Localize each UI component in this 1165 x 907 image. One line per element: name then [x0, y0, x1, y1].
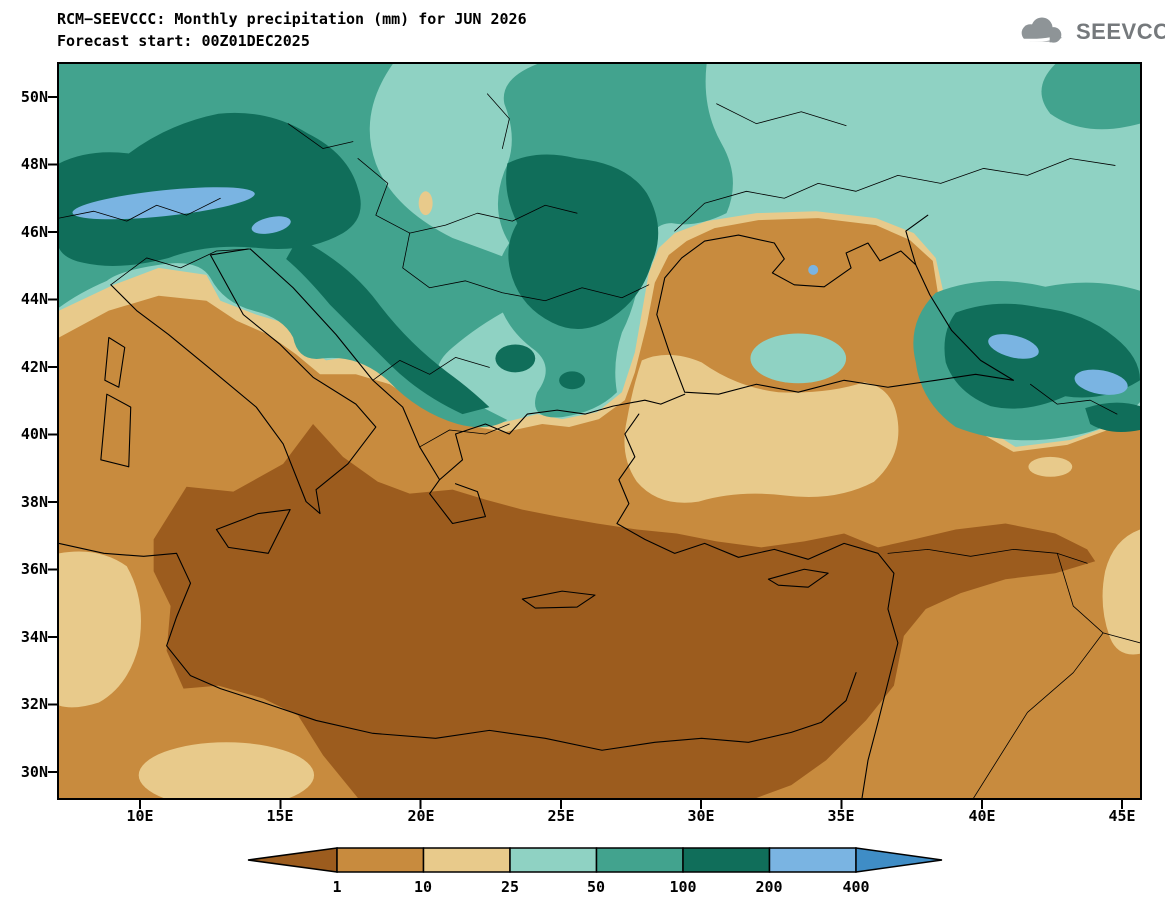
colorbar-label: 400	[842, 878, 870, 896]
border-line	[973, 632, 1104, 798]
precip-region-200-400-caucasus-spot	[988, 334, 1039, 359]
country-borders	[59, 93, 1140, 798]
cloud-logo-icon	[1015, 17, 1063, 43]
lat-label: 46N	[20, 223, 48, 241]
coastline-cyprus	[767, 568, 829, 588]
precip-region-10-25-anatolia	[624, 354, 899, 503]
lat-label: 44N	[20, 290, 48, 308]
colorbar-segment	[336, 847, 425, 873]
lat-label: 30N	[20, 763, 48, 781]
colorbar-segment	[768, 847, 857, 873]
precip-region-200-400-alps-streak2	[251, 216, 291, 234]
precip-region-100-200-balkan-spot	[495, 344, 536, 373]
colorbar-segment	[509, 847, 598, 873]
map-subtitle: Forecast start: 00Z01DEC2025	[57, 32, 310, 50]
coastlines	[59, 214, 1015, 798]
lat-label: 50N	[20, 88, 48, 106]
precip-region-10-25-west-edge	[59, 551, 141, 708]
logo-text: SEEVCCC	[1076, 19, 1165, 44]
colorbar	[247, 847, 943, 873]
border-line	[716, 103, 847, 127]
lon-label: 40E	[968, 807, 996, 825]
precip-region-10-25-armenia-spot	[1028, 456, 1073, 477]
coastline-black-sea	[656, 214, 1015, 395]
border-line	[674, 158, 1116, 232]
border-line	[402, 232, 650, 302]
border-line	[372, 357, 490, 381]
precip-region-100-200-caucasus2	[1085, 402, 1140, 432]
border-line	[887, 548, 1088, 564]
colorbar-label: 100	[669, 878, 697, 896]
lat-label: 40N	[20, 425, 48, 443]
colorbar-label: 1	[332, 878, 342, 896]
title-block: RCM−SEEVCCC: Monthly precipitation (mm) …	[57, 8, 527, 52]
border-line	[287, 123, 354, 149]
lon-label: 10E	[126, 807, 154, 825]
border-line	[59, 197, 221, 222]
lon-label: 30E	[687, 807, 715, 825]
colorbar-segment	[595, 847, 684, 873]
map-title: RCM−SEEVCCC: Monthly precipitation (mm) …	[57, 10, 527, 28]
border-line	[1030, 383, 1118, 415]
lon-label: 15E	[266, 807, 294, 825]
lat-label: 32N	[20, 695, 48, 713]
border-line	[1056, 552, 1140, 644]
precip-region-100-200-carpathian	[506, 154, 659, 329]
border-line	[110, 248, 251, 286]
precip-region-10-25-libya	[138, 742, 315, 798]
lon-label: 45E	[1108, 807, 1136, 825]
seevccc-logo: SEEVCCC	[1012, 14, 1165, 50]
lat-label: 34N	[20, 628, 48, 646]
coastline-north-africa	[59, 542, 857, 751]
map-frame	[57, 62, 1142, 800]
colorbar-label: 25	[500, 878, 520, 896]
precip-region-200-400-crimea-dot	[808, 264, 819, 275]
colorbar-label: 10	[413, 878, 433, 896]
precip-region-50-100-northeast-corner	[1041, 64, 1140, 130]
precip-region-200-400-caucasus-spot2	[1074, 369, 1128, 395]
border-line	[487, 93, 510, 149]
precip-region-under1-mediterranean	[153, 424, 1096, 798]
coastline-corsica	[104, 336, 126, 388]
lon-label: 25E	[547, 807, 575, 825]
precip-region-25-50-blacksea-oval	[750, 333, 847, 384]
coastline-sardinia	[100, 393, 132, 468]
colorbar-arrow-high	[855, 847, 943, 873]
border-line	[419, 423, 510, 448]
coastline-crete	[521, 590, 596, 609]
colorbar-label: 50	[586, 878, 606, 896]
colorbar-segment	[682, 847, 771, 873]
precip-region-100-200-balkan-spot2	[559, 371, 586, 390]
lat-label: 42N	[20, 358, 48, 376]
precip-region-10-25-hungary-spot	[418, 191, 433, 216]
lat-label: 38N	[20, 493, 48, 511]
coastline-adriatic-greece	[249, 248, 686, 525]
precip-region-10-25-east-edge	[1102, 529, 1140, 655]
border-line	[357, 158, 578, 234]
longitude-ticks	[57, 800, 1142, 809]
lat-label: 36N	[20, 560, 48, 578]
colorbar-segment	[422, 847, 511, 873]
lon-label: 20E	[407, 807, 435, 825]
colorbar-arrow-low	[247, 847, 338, 873]
precipitation-map	[59, 64, 1140, 798]
coastline-italy	[110, 248, 377, 515]
lat-label: 48N	[20, 155, 48, 173]
colorbar-label: 200	[755, 878, 783, 896]
lon-label: 35E	[827, 807, 855, 825]
precip-region-200-400-alps-streak	[72, 187, 255, 220]
coastline-turkey-levant	[616, 413, 899, 798]
coastline-sicily	[215, 509, 291, 554]
latitude-ticks	[48, 62, 57, 800]
precip-region-100-200-dinaric	[286, 238, 490, 415]
